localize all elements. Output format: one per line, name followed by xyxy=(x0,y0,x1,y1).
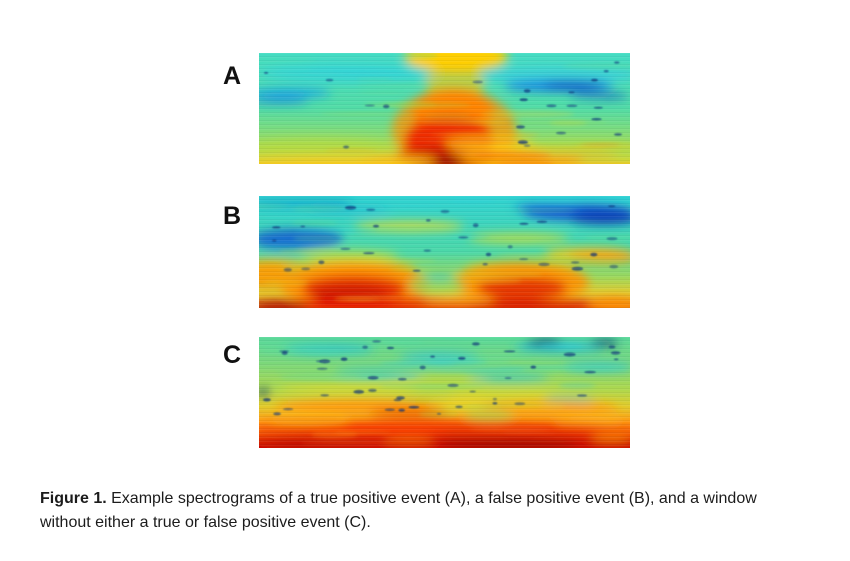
spectrogram-panel-c xyxy=(259,337,630,448)
figure-caption: Figure 1. Example spectrograms of a true… xyxy=(40,487,762,535)
spectrogram-panel-a xyxy=(259,53,630,164)
spectrogram-panel-b xyxy=(259,196,630,308)
spectrogram-b-image xyxy=(259,196,630,308)
panel-label-b: B xyxy=(222,202,242,230)
figure-caption-text: Example spectrograms of a true positive … xyxy=(40,490,757,531)
spectrogram-c-image xyxy=(259,337,630,448)
figure-caption-label: Figure 1. xyxy=(40,490,107,507)
spectrogram-a-image xyxy=(259,53,630,164)
panel-label-c: C xyxy=(222,341,242,369)
panel-label-a: A xyxy=(222,62,242,90)
